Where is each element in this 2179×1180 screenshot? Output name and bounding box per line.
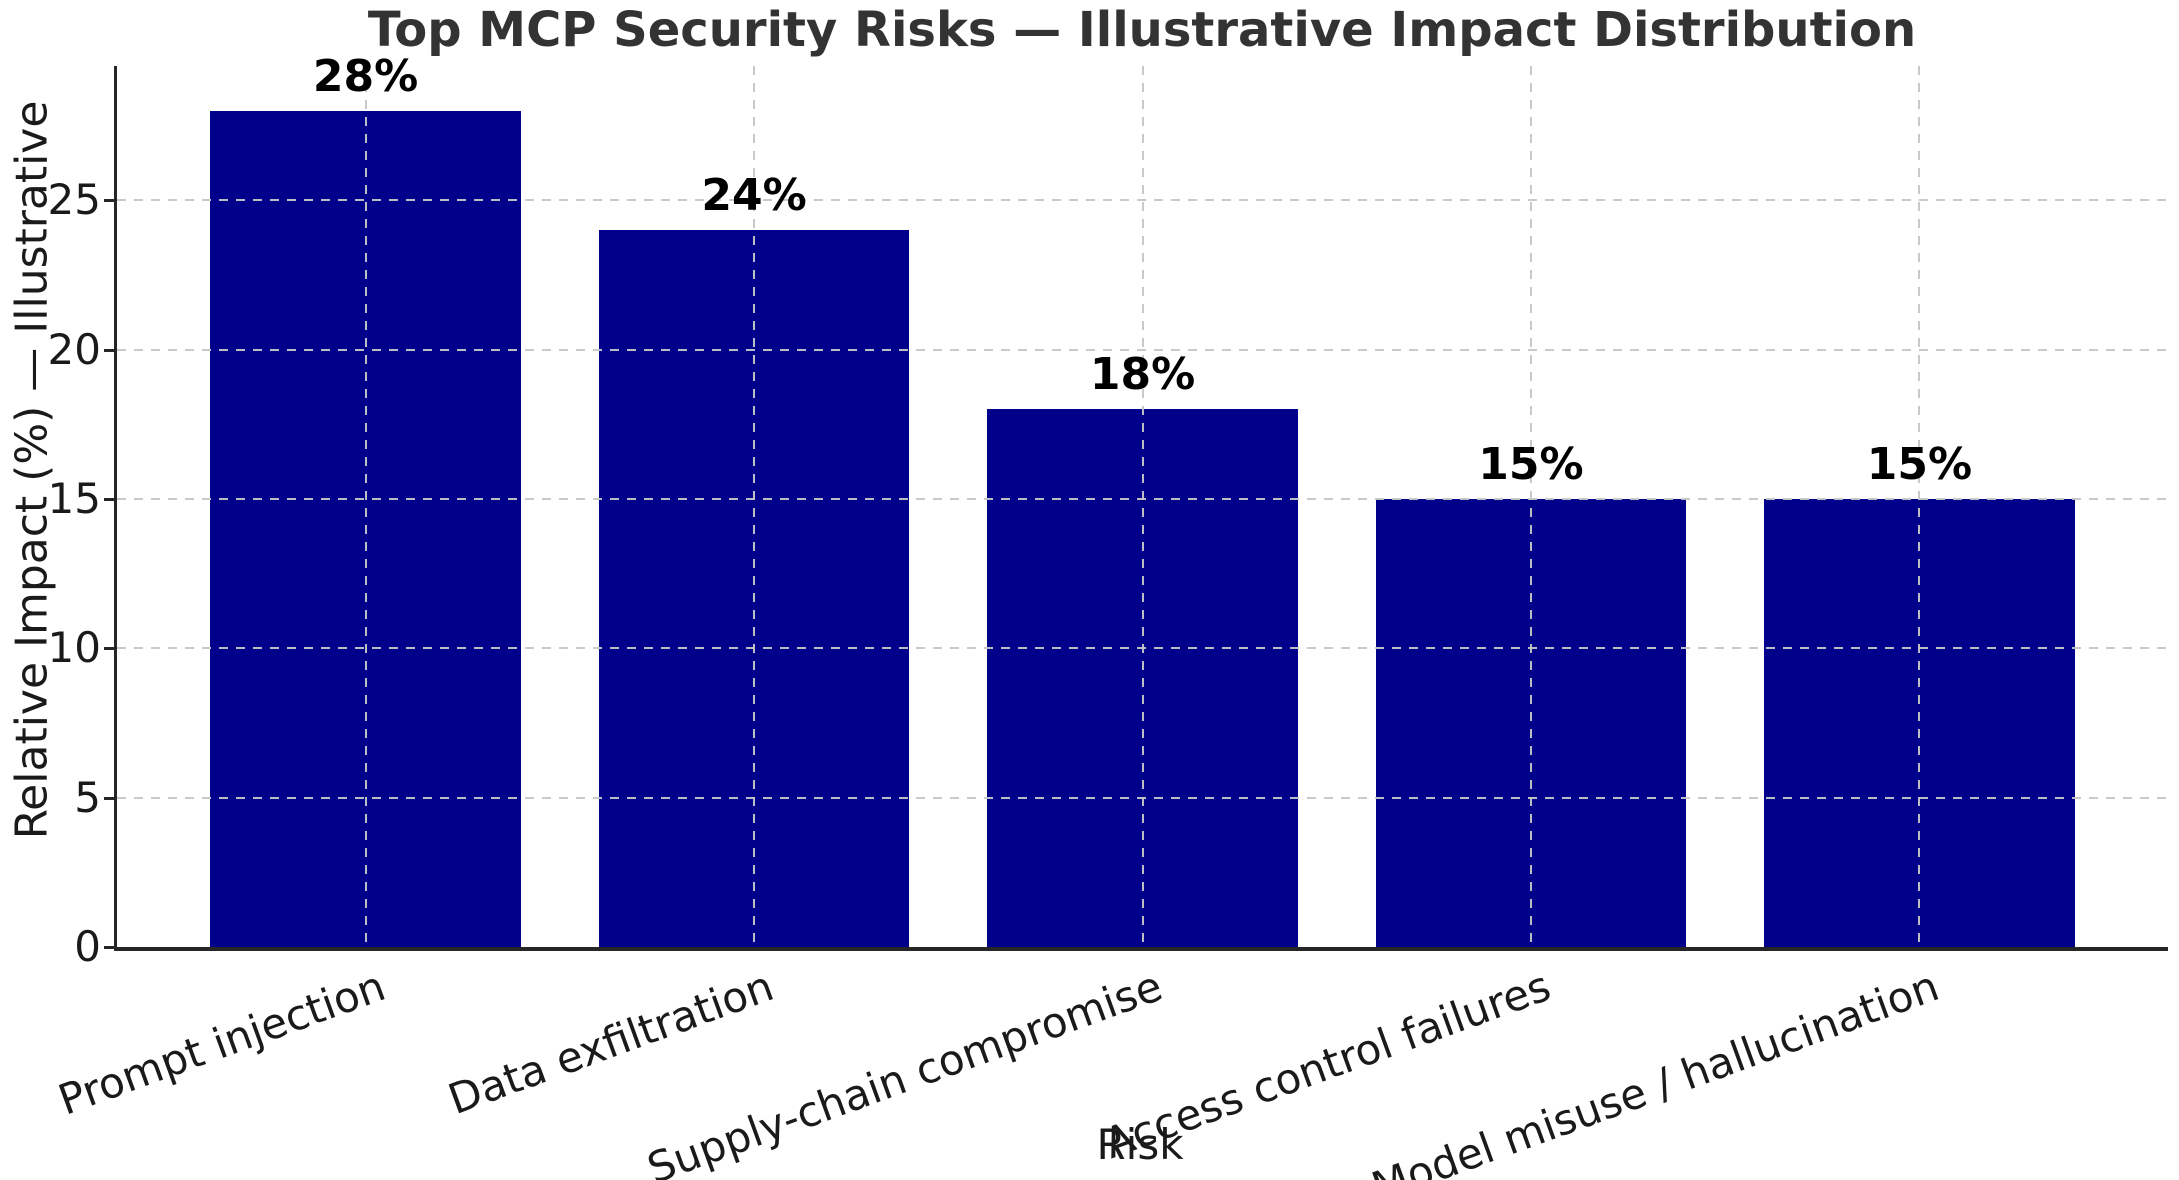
y-tick-label: 0 (74, 922, 101, 971)
y-tick-mark (104, 946, 117, 949)
y-tick-label: 15 (47, 474, 101, 524)
y-tick-mark (104, 498, 117, 502)
y-tick-label: 25 (47, 175, 101, 225)
x-tick-label-text: Data exfiltration (442, 961, 781, 1125)
y-tick-mark (104, 796, 117, 800)
y-tick-mark (104, 647, 117, 651)
y-axis-label: Relative Impact (%) — Illustrative (6, 100, 58, 840)
chart-title: Top MCP Security Risks — Illustrative Im… (367, 2, 1917, 58)
bar-value-label: 15% (1866, 439, 1973, 491)
gridline-vertical (753, 66, 756, 947)
bar-value-label: 24% (701, 170, 807, 222)
bar-value-label: 18% (1089, 349, 1196, 401)
y-tick-mark (104, 348, 117, 352)
y-tick-mark (104, 199, 117, 203)
y-tick-label: 5 (74, 772, 101, 822)
gridline-vertical (1141, 66, 1144, 947)
gridline-vertical (1918, 66, 1921, 947)
x-axis-label: Risk (1096, 1120, 1184, 1169)
x-axis-spine (114, 947, 2168, 951)
y-tick-label: 20 (47, 324, 101, 374)
x-tick-label-text: Prompt injection (52, 961, 392, 1125)
y-axis-spine (114, 66, 117, 951)
bar-value-label: 28% (312, 50, 419, 102)
bar-value-label: 15% (1478, 439, 1584, 491)
gridline-vertical (364, 66, 367, 947)
y-tick-label: 10 (47, 623, 101, 673)
gridline-vertical (1529, 66, 1532, 947)
